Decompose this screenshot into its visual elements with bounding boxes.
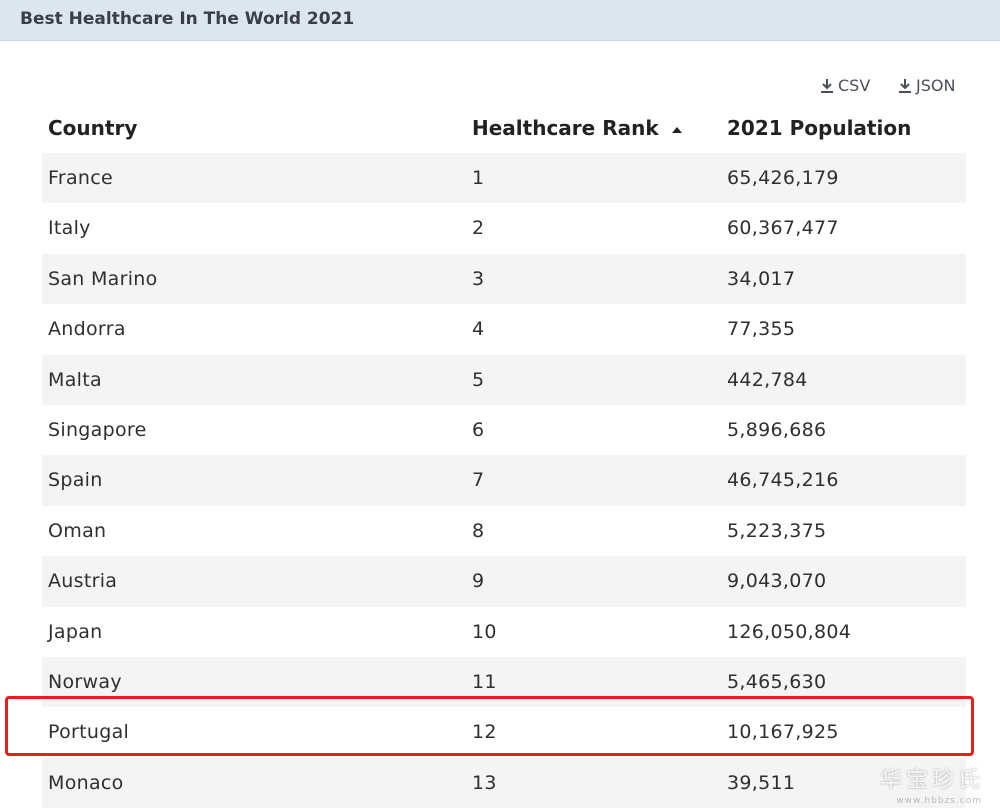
- cell-country: Italy: [48, 217, 91, 240]
- table-row: Spain 7 46,745,216: [42, 455, 966, 506]
- table-row: Monaco 13 39,511: [42, 757, 966, 808]
- table-row: Oman 8 5,223,375: [42, 506, 966, 556]
- watermark: 华宝珍氏: [879, 768, 984, 793]
- cell-rank: 7: [472, 469, 485, 492]
- cell-country: Malta: [48, 368, 102, 391]
- export-json-button[interactable]: JSON: [898, 76, 955, 95]
- cell-country: Norway: [48, 670, 122, 693]
- table-row: Japan 10 126,050,804: [42, 607, 966, 657]
- column-header-country[interactable]: Country: [48, 116, 138, 140]
- export-json-label: JSON: [916, 76, 956, 95]
- table-row: Malta 5 442,784: [42, 354, 966, 405]
- cell-rank: 11: [472, 670, 497, 693]
- table-row: San Marino 3 34,017: [42, 253, 966, 305]
- table-row: Singapore 6 5,896,686: [42, 405, 966, 455]
- title-bar: Best Healthcare In The World 2021: [0, 0, 1000, 41]
- cell-country: Spain: [48, 469, 103, 492]
- cell-rank: 6: [472, 418, 485, 441]
- table-row: Portugal 12 10,167,925: [42, 707, 966, 757]
- cell-rank: 2: [472, 217, 485, 240]
- cell-country: San Marino: [48, 267, 158, 290]
- cell-country: Oman: [48, 519, 107, 542]
- table-row: France 1 65,426,179: [42, 153, 966, 204]
- table-row: Norway 11 5,465,630: [42, 656, 966, 708]
- cell-rank: 13: [472, 771, 497, 794]
- column-header-label: Healthcare Rank: [472, 116, 659, 140]
- cell-population: 77,355: [727, 318, 796, 341]
- cell-population: 5,223,375: [727, 519, 827, 542]
- cell-population: 442,784: [727, 368, 808, 391]
- sort-ascending-icon: [671, 126, 682, 133]
- cell-country: Austria: [48, 570, 118, 593]
- table-body: France 1 65,426,179 Italy 2 60,367,477 San Mar…: [42, 153, 966, 808]
- cell-rank: 4: [472, 318, 485, 341]
- table-row: Andorra 4 77,355: [42, 304, 966, 354]
- table-row: Austria 9 9,043,070: [42, 556, 966, 607]
- cell-population: 60,367,477: [727, 217, 839, 240]
- cell-country: Singapore: [48, 418, 147, 441]
- cell-country: France: [48, 167, 113, 189]
- cell-population: 5,896,686: [727, 418, 827, 441]
- table-row: Italy 2 60,367,477: [42, 203, 966, 253]
- export-csv-button[interactable]: CSV: [820, 76, 870, 95]
- cell-population: 10,167,925: [727, 721, 839, 744]
- watermark-url: www.hbbzs.com: [896, 796, 982, 806]
- cell-rank: 9: [472, 570, 485, 593]
- download-icon: [821, 78, 833, 93]
- cell-country: Monaco: [48, 771, 124, 794]
- cell-population: 5,465,630: [727, 670, 827, 693]
- export-csv-label: CSV: [838, 76, 871, 95]
- cell-rank: 12: [472, 721, 497, 744]
- cell-population: 39,511: [727, 771, 796, 794]
- download-icon: [899, 78, 911, 93]
- cell-country: Andorra: [48, 318, 126, 341]
- cell-rank: 5: [472, 368, 485, 391]
- cell-rank: 1: [472, 167, 485, 189]
- cell-country: Portugal: [48, 721, 130, 744]
- cell-population: 46,745,216: [727, 469, 839, 492]
- cell-population: 9,043,070: [727, 570, 827, 593]
- page-title: Best Healthcare In The World 2021: [20, 9, 355, 29]
- cell-population: 34,017: [727, 267, 796, 290]
- cell-population: 65,426,179: [727, 167, 839, 189]
- cell-rank: 10: [472, 620, 497, 643]
- cell-population: 126,050,804: [727, 620, 852, 643]
- cell-rank: 3: [472, 267, 485, 290]
- column-header-population[interactable]: 2021 Population: [727, 116, 912, 140]
- cell-rank: 8: [472, 519, 485, 542]
- column-header-healthcare-rank[interactable]: Healthcare Rank: [472, 116, 683, 140]
- table-header: Country Healthcare Rank 2021 Population: [42, 112, 966, 152]
- cell-country: Japan: [48, 620, 103, 643]
